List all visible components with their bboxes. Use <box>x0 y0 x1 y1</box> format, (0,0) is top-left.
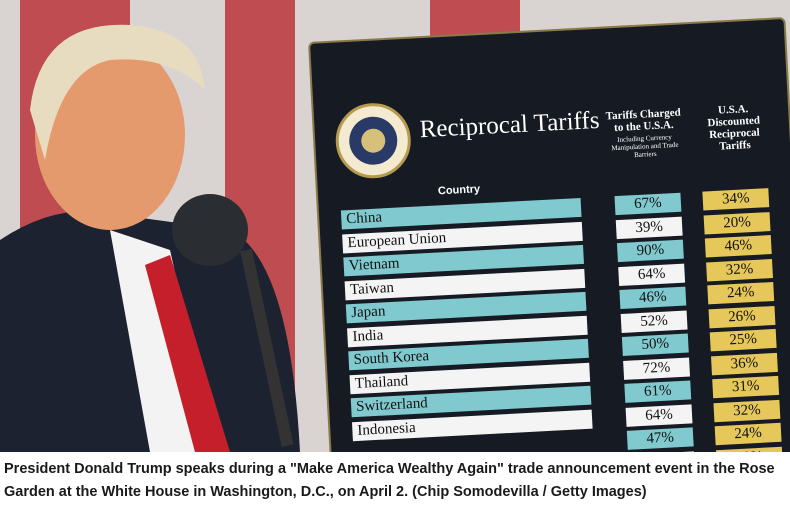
discounted-cell: 20% <box>703 211 771 235</box>
discounted-cell: 32% <box>706 258 773 281</box>
discounted-cell: 36% <box>710 352 778 375</box>
discounted-cell: 34% <box>702 188 770 211</box>
charged-cell: 64% <box>618 263 686 286</box>
charged-cell: 47% <box>626 427 694 450</box>
charged-cell: 64% <box>625 403 693 427</box>
charged-header: Tariffs Charged to the U.S.A. <box>605 106 682 135</box>
country-header: Country <box>437 183 481 198</box>
discounted-cell: 24% <box>714 422 782 446</box>
photo: Reciprocal Tariffs Country Tariffs Charg… <box>0 0 790 452</box>
discounted-cell: 24% <box>707 281 775 305</box>
charged-cell: 39% <box>615 216 683 239</box>
board-title: Reciprocal Tariffs <box>419 106 601 144</box>
charged-cell: 50% <box>621 333 689 356</box>
presidential-seal <box>335 103 411 179</box>
discounted-header: U.S.A. Discounted Reciprocal Tariffs <box>707 103 761 153</box>
charged-cell: 90% <box>616 239 684 263</box>
discounted-cell: 25% <box>709 328 777 352</box>
photo-background <box>0 0 520 452</box>
caption: President Donald Trump speaks during a "… <box>4 461 775 500</box>
discounted-cell: 26% <box>708 305 776 328</box>
discounted-cell: 49% <box>715 446 783 452</box>
charged-cell: 97% <box>628 450 695 452</box>
charged-cell: 67% <box>614 192 682 216</box>
discounted-cell: 46% <box>704 235 772 258</box>
charged-cell: 52% <box>620 310 688 333</box>
charged-cell: 61% <box>624 380 692 403</box>
discounted-cell: 32% <box>713 399 781 422</box>
charged-cell: 72% <box>623 356 691 380</box>
tariff-board: Reciprocal Tariffs Country Tariffs Charg… <box>308 16 790 452</box>
charged-cell: 46% <box>619 286 687 310</box>
charged-subheader: Including Currency Manipulation and Trad… <box>611 133 679 160</box>
discounted-cell: 31% <box>712 375 780 399</box>
